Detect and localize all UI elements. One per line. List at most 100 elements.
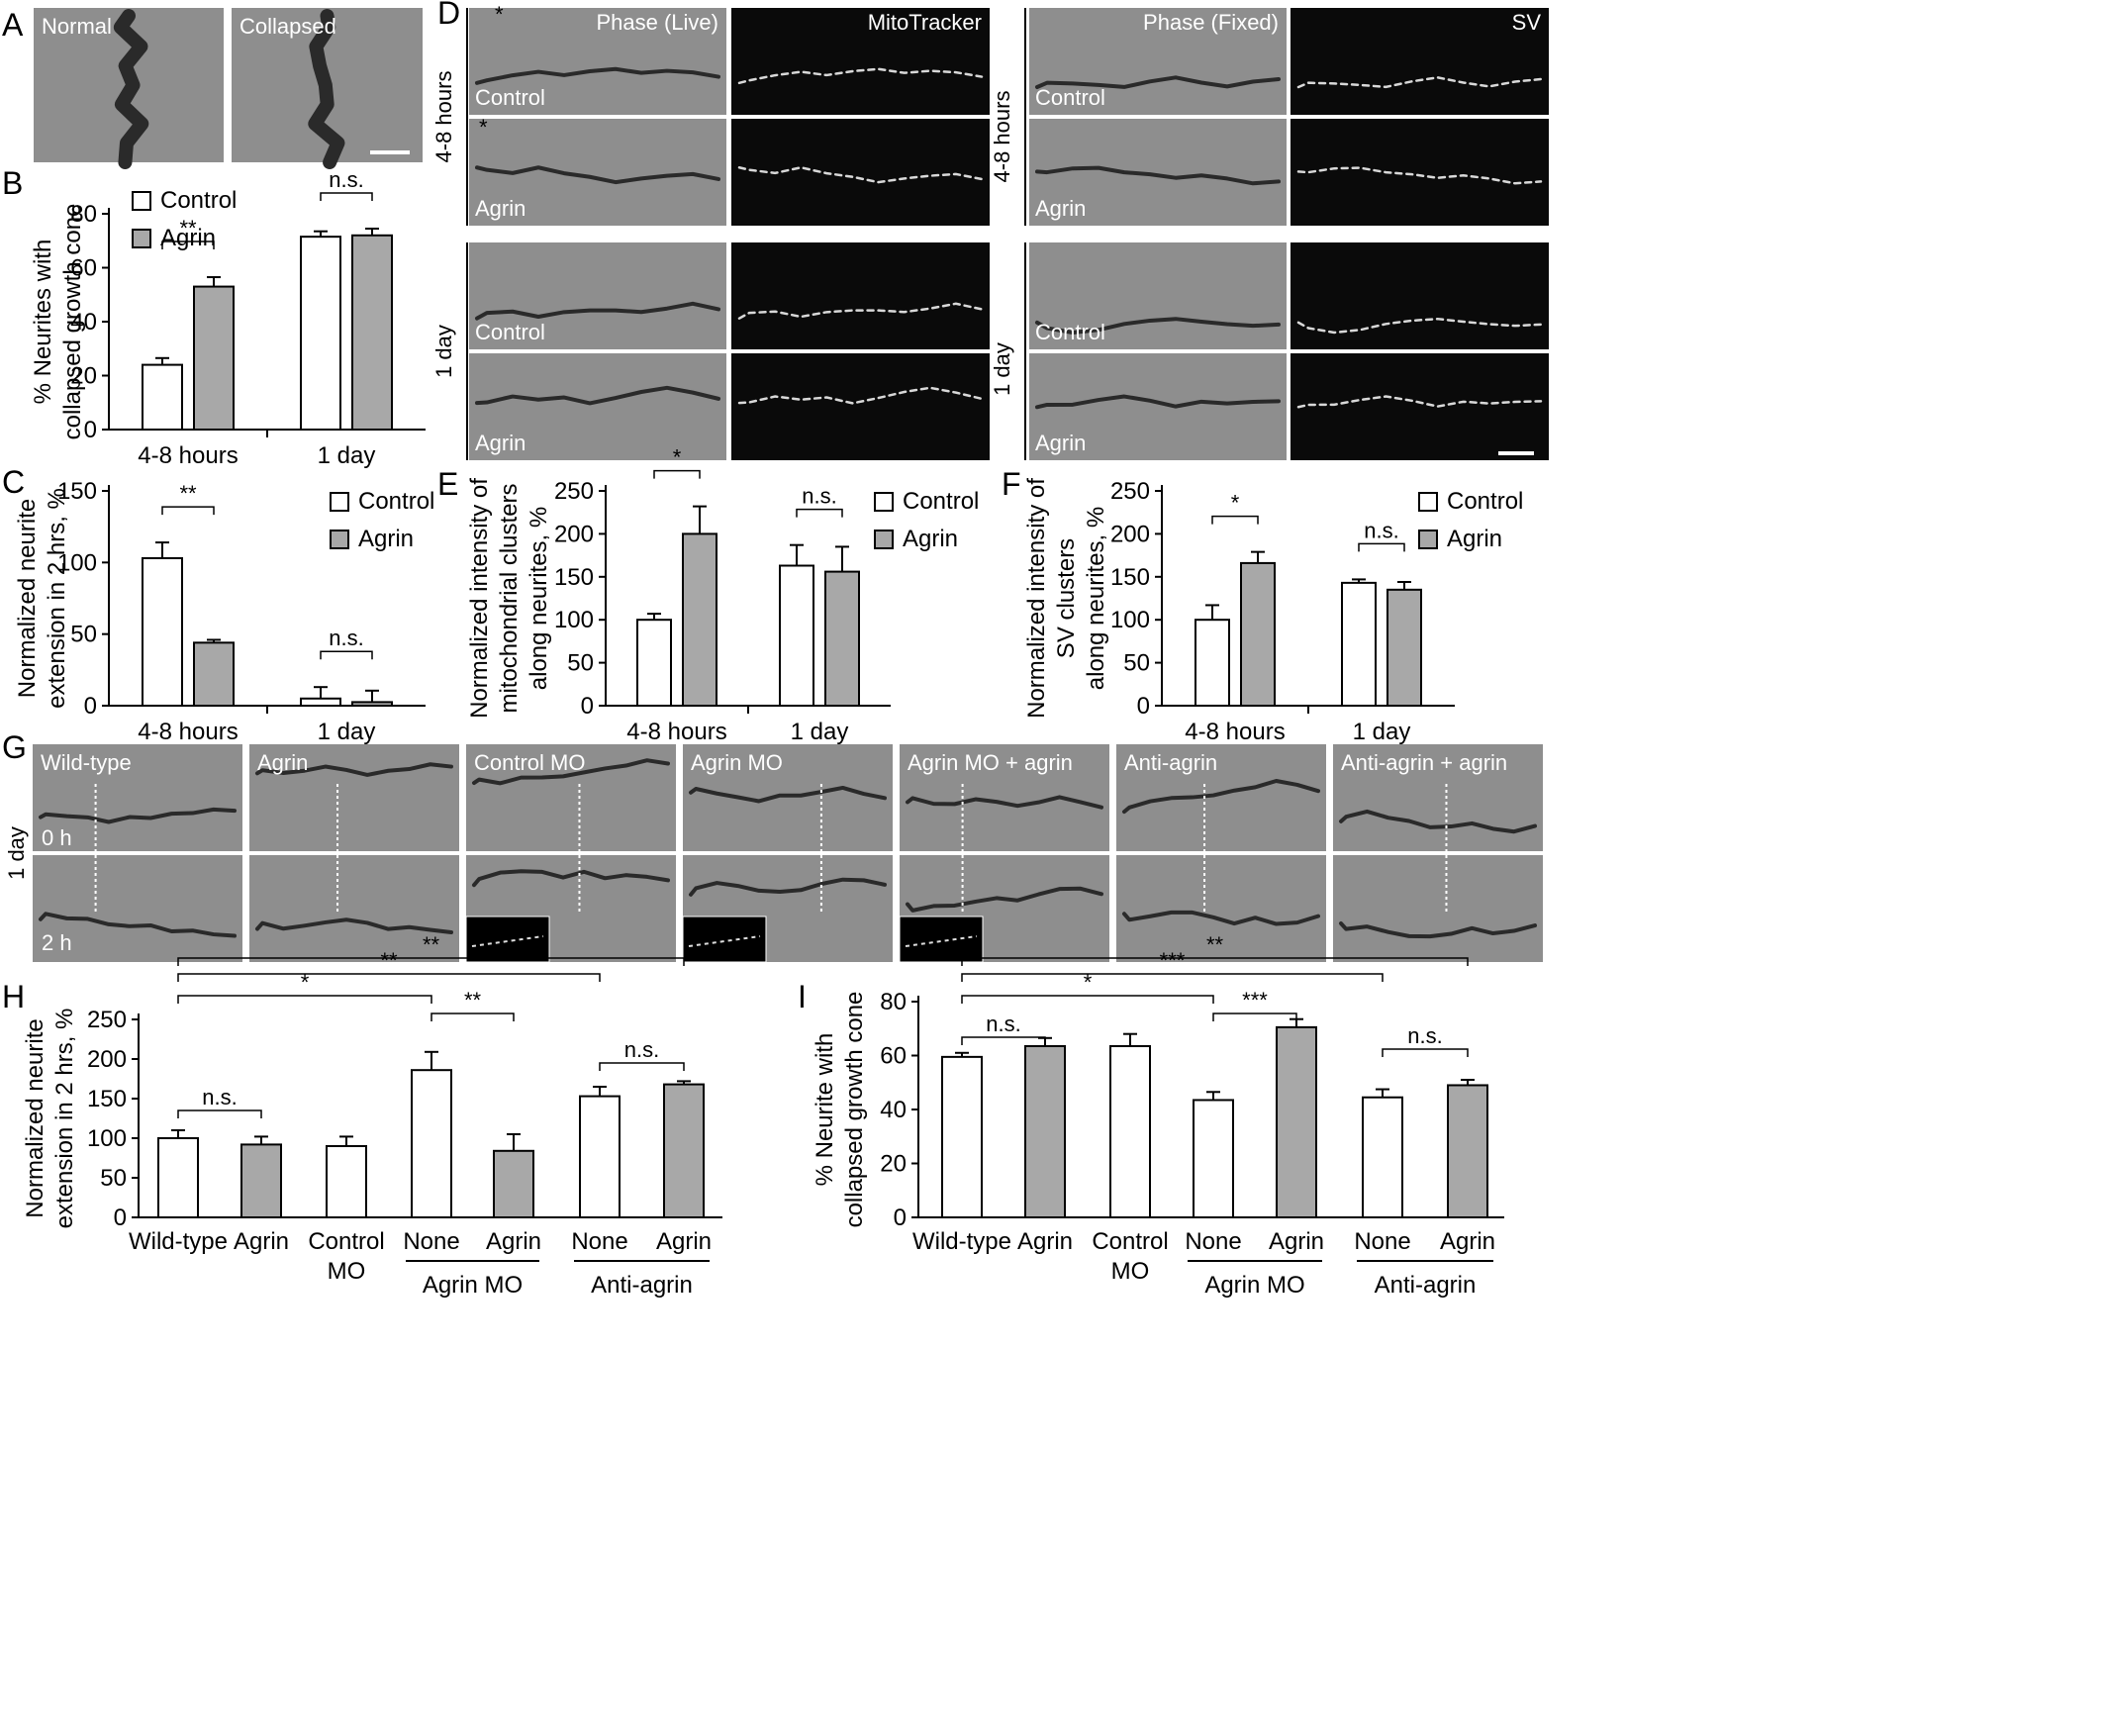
y-tick-label: 0 <box>84 417 97 443</box>
significance-label: n.s. <box>1407 1023 1442 1048</box>
y-tick-label: 20 <box>70 363 97 390</box>
phase-image-bg <box>469 8 726 115</box>
panel-g-condition-label: Anti-agrin <box>1124 750 1217 775</box>
significance-label: *** <box>1242 988 1268 1013</box>
panel-g-image <box>1333 855 1543 962</box>
significance-label: ** <box>380 948 398 973</box>
x-tick-label: 4-8 hours <box>626 719 726 745</box>
bar <box>351 234 393 431</box>
x-tick-label: Agrin <box>234 1228 289 1255</box>
y-tick-label: 80 <box>880 989 907 1015</box>
significance-bracket <box>320 192 373 201</box>
fluorescent-clusters <box>737 165 984 184</box>
phase-image <box>469 242 726 349</box>
fluorescence-image-bg <box>731 119 990 226</box>
bar <box>411 1069 452 1218</box>
neurite-shape <box>39 807 237 824</box>
panel-g-side-label: 1 day <box>4 826 29 880</box>
asterisk-marker: * <box>479 115 488 140</box>
legend-entry-control: Control <box>1447 488 1523 515</box>
fluorescent-clusters <box>1296 76 1543 89</box>
panel-g-image <box>683 744 893 851</box>
phase-image-bg <box>249 855 459 962</box>
neurite-shape <box>1122 778 1320 815</box>
panel-d-time-label: 4-8 hours <box>990 91 1014 183</box>
neurite-shape <box>113 9 149 169</box>
inset-fluorescence <box>465 916 550 963</box>
phase-image-bg <box>683 744 893 851</box>
fluorescence-image <box>1290 8 1549 115</box>
y-tick-label: 100 <box>57 549 97 576</box>
bar <box>1195 619 1230 708</box>
y-tick-label: 150 <box>87 1086 127 1112</box>
panel-g-time-label: 0 h <box>42 825 72 850</box>
significance-bracket <box>320 650 373 660</box>
significance-label: n.s. <box>329 167 363 192</box>
fluorescence-image <box>731 242 990 349</box>
panel-a-label: Collapsed <box>239 14 336 39</box>
y-axis-label: Normalized neurite <box>22 1018 48 1217</box>
legend-entry-control: Control <box>903 488 979 515</box>
bar <box>1240 561 1276 707</box>
fluorescence-image <box>1290 242 1549 349</box>
panel-d-condition-label: Control <box>1035 85 1105 110</box>
significance-bracket <box>161 506 215 516</box>
y-tick-label: 50 <box>567 650 594 677</box>
significance-label: ** <box>423 932 440 957</box>
significance-bracket <box>161 241 215 250</box>
y-tick-label: 150 <box>554 564 594 591</box>
fluorescence-image <box>731 119 990 226</box>
fluorescence-image <box>1290 353 1549 460</box>
significance-label: ** <box>179 481 197 506</box>
bar <box>193 285 235 432</box>
phase-image <box>1029 353 1287 460</box>
x-tick-label: 1 day <box>318 719 376 745</box>
bar <box>579 1095 621 1218</box>
chart-h: 0 50 100 150 200 250 Normalized neurite extensi… <box>22 932 722 1299</box>
panel-g-image <box>249 855 459 962</box>
inset-fluorescence <box>899 916 984 963</box>
group-label: Agrin MO <box>1204 1272 1304 1299</box>
legend-swatch-control <box>1418 492 1438 512</box>
panel-d-header: SV <box>1512 10 1542 35</box>
legend-entry-agrin: Agrin <box>358 526 414 552</box>
y-tick-label: 150 <box>1110 564 1150 591</box>
phase-image-bg <box>1029 8 1287 115</box>
phase-image-bg <box>249 744 459 851</box>
y-tick-label: 20 <box>880 1151 907 1178</box>
x-tick-label: 1 day <box>791 719 849 745</box>
neurite-shape <box>1035 165 1281 186</box>
panel-g-condition-label: Agrin MO <box>691 750 783 775</box>
fluorescence-image-bg <box>1290 353 1549 460</box>
panel-d-condition-label: Control <box>475 85 545 110</box>
panel-g-image <box>900 744 1109 851</box>
panel-g-image <box>249 744 459 851</box>
fluorescent-clusters <box>737 386 984 405</box>
fluorescence-image-bg <box>1290 8 1549 115</box>
panel-g-condition-label: Control MO <box>474 750 585 775</box>
inset-fluorescence <box>682 916 767 963</box>
neurite-shape <box>475 165 720 185</box>
panel-d-condition-label: Agrin <box>1035 196 1086 221</box>
significance-bracket <box>1211 515 1259 525</box>
bar <box>1362 1096 1403 1219</box>
legend-entry-control: Control <box>160 187 237 214</box>
chart-f: 0 50 100 150 200 250 Normalized intensity of SV… <box>1023 478 1523 745</box>
phase-image-bg <box>1116 855 1326 962</box>
panel-letter-e: E <box>437 466 458 502</box>
bar <box>663 1083 705 1218</box>
bar <box>1386 588 1422 708</box>
bar <box>1024 1044 1066 1219</box>
significance-label: ** <box>179 216 197 241</box>
y-axis-label: Normalized intensity of <box>1023 478 1050 719</box>
fluorescence-image <box>731 8 990 115</box>
panel-d-header: Phase (Fixed) <box>1143 10 1279 35</box>
phase-image <box>1029 8 1287 115</box>
y-axis-label: extension in 2 hrs, % <box>51 1009 78 1229</box>
neurite-shape <box>475 301 720 321</box>
fluorescence-image-bg <box>731 242 990 349</box>
bar <box>326 1145 367 1218</box>
group-label: Anti-agrin <box>591 1272 693 1299</box>
panel-letter-h: H <box>2 979 25 1014</box>
y-tick-label: 40 <box>70 309 97 336</box>
